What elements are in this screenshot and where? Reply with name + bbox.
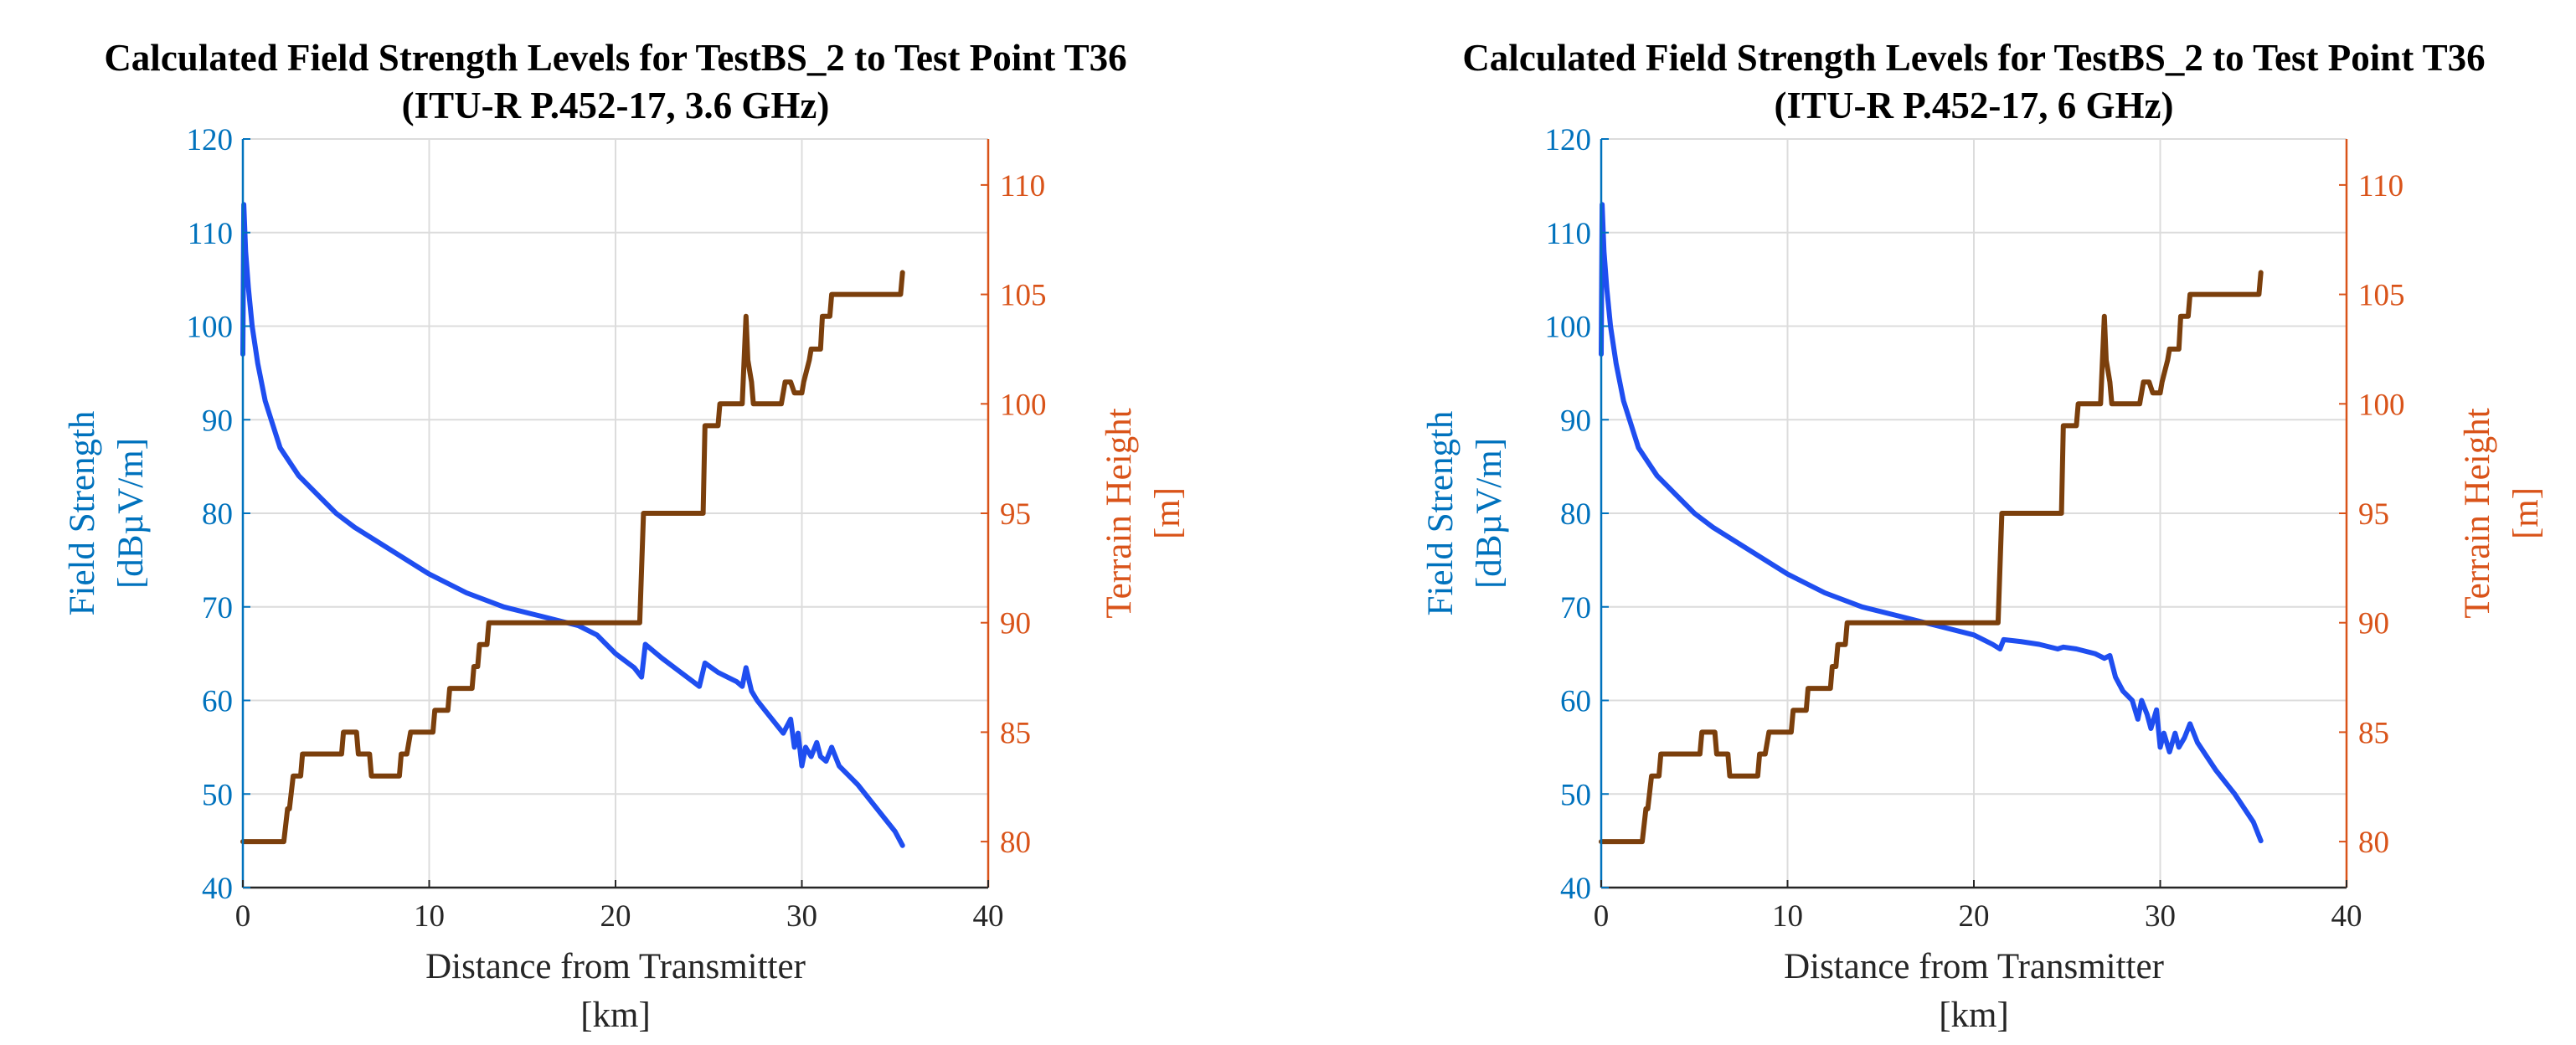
right-y-tick-label: 105 bbox=[1000, 279, 1047, 313]
right-y-tick-label: 110 bbox=[1000, 169, 1045, 203]
left-y-tick-label: 110 bbox=[188, 217, 233, 251]
x-tick-label: 20 bbox=[600, 899, 631, 934]
right-y-tick-label: 105 bbox=[2358, 279, 2405, 313]
left-y-axis-label: Field Strength bbox=[1421, 411, 1461, 616]
chart-2: Calculated Field Strength Levels for Tes… bbox=[1421, 37, 2546, 1035]
x-tick-label: 0 bbox=[235, 899, 251, 934]
right-y-tick-label: 90 bbox=[1000, 607, 1031, 641]
chart-subtitle: (ITU-R P.452-17, 3.6 GHz) bbox=[402, 85, 830, 126]
x-axis-label: Distance from Transmitter bbox=[1784, 947, 2164, 986]
right-y-tick-label: 95 bbox=[1000, 497, 1031, 532]
left-y-axis-label: Field Strength bbox=[63, 411, 102, 616]
chart-1: Calculated Field Strength Levels for Tes… bbox=[63, 37, 1188, 1035]
left-y-tick-label: 40 bbox=[1560, 872, 1591, 906]
right-y-tick-label: 100 bbox=[1000, 388, 1047, 422]
right-y-tick-label: 100 bbox=[2358, 388, 2405, 422]
right-y-tick-label: 80 bbox=[1000, 826, 1031, 860]
field-strength-line bbox=[1599, 202, 2264, 844]
x-axis-unit: [km] bbox=[1939, 996, 2009, 1035]
left-y-tick-label: 110 bbox=[1546, 217, 1591, 251]
left-y-tick-label: 100 bbox=[1545, 311, 1592, 345]
terrain-height-line bbox=[240, 270, 905, 845]
right-y-tick-label: 85 bbox=[1000, 716, 1031, 750]
x-tick-label: 40 bbox=[973, 899, 1004, 934]
right-y-axis-label: Terrain Height bbox=[1100, 408, 1139, 618]
left-y-tick-label: 60 bbox=[202, 685, 233, 719]
left-y-tick-label: 70 bbox=[202, 591, 233, 625]
right-y-tick-label: 85 bbox=[2358, 716, 2389, 750]
left-y-tick-label: 70 bbox=[1560, 591, 1591, 625]
chart-title: Calculated Field Strength Levels for Tes… bbox=[1462, 37, 2485, 79]
x-tick-label: 30 bbox=[2145, 899, 2176, 934]
left-y-axis-unit: [dBµV/m] bbox=[111, 438, 151, 589]
right-y-tick-label: 90 bbox=[2358, 607, 2389, 641]
x-axis-unit: [km] bbox=[580, 996, 651, 1035]
x-tick-label: 10 bbox=[414, 899, 445, 934]
right-y-axis-unit: [m] bbox=[2506, 487, 2546, 539]
left-y-tick-label: 90 bbox=[1560, 404, 1591, 438]
right-y-axis-unit: [m] bbox=[1148, 487, 1188, 539]
chart-subtitle: (ITU-R P.452-17, 6 GHz) bbox=[1774, 85, 2173, 126]
left-y-axis-unit: [dBµV/m] bbox=[1470, 438, 1509, 589]
right-y-axis-label: Terrain Height bbox=[2458, 408, 2497, 618]
left-y-tick-label: 120 bbox=[187, 123, 234, 157]
left-y-tick-label: 80 bbox=[202, 497, 233, 532]
x-tick-label: 10 bbox=[1772, 899, 1803, 934]
left-y-tick-label: 100 bbox=[187, 311, 234, 345]
left-y-tick-label: 90 bbox=[202, 404, 233, 438]
x-axis-label: Distance from Transmitter bbox=[425, 947, 806, 986]
left-y-tick-label: 50 bbox=[1560, 778, 1591, 812]
x-tick-label: 0 bbox=[1594, 899, 1610, 934]
terrain-height-line bbox=[1599, 270, 2264, 845]
left-y-tick-label: 60 bbox=[1560, 685, 1591, 719]
x-tick-label: 30 bbox=[786, 899, 817, 934]
chart-title: Calculated Field Strength Levels for Tes… bbox=[104, 37, 1126, 79]
right-y-tick-label: 95 bbox=[2358, 497, 2389, 532]
left-y-tick-label: 50 bbox=[202, 778, 233, 812]
left-y-tick-label: 80 bbox=[1560, 497, 1591, 532]
left-y-tick-label: 40 bbox=[202, 872, 233, 906]
left-y-tick-label: 120 bbox=[1545, 123, 1592, 157]
right-y-tick-label: 110 bbox=[2358, 169, 2403, 203]
x-tick-label: 40 bbox=[2331, 899, 2362, 934]
x-tick-label: 20 bbox=[1959, 899, 1990, 934]
right-y-tick-label: 80 bbox=[2358, 826, 2389, 860]
field-strength-line bbox=[240, 202, 905, 848]
